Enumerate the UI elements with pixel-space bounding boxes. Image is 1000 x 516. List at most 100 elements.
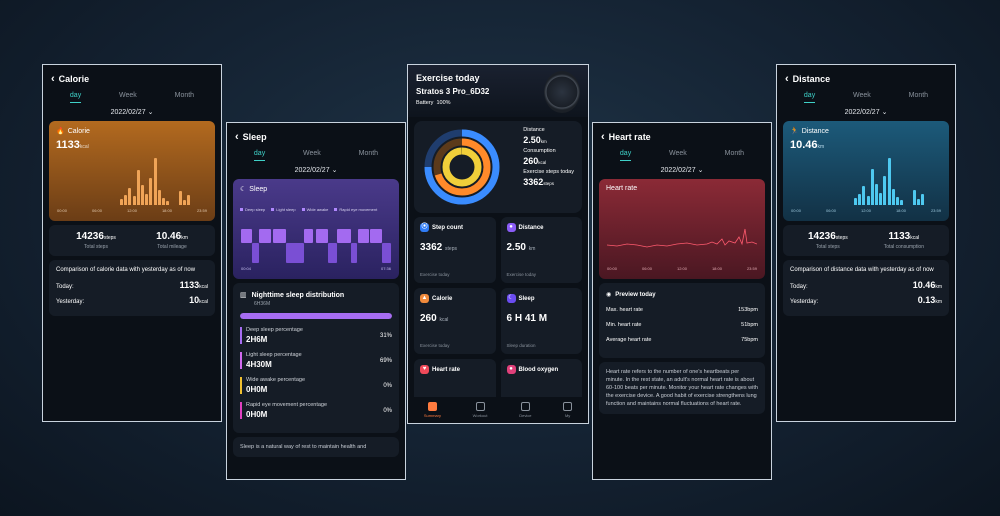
flame-icon: ▲	[420, 294, 429, 303]
exercise-title: Exercise today	[416, 73, 480, 83]
calorie-total: 1133kcal	[56, 139, 89, 151]
distance-screen: ‹ Distance day Week Month 2022/02/27 ⌄ 🏃…	[776, 64, 956, 422]
chart-label: Calorie	[67, 127, 90, 135]
distance-comparison: Comparison of distance data with yesterd…	[783, 260, 949, 316]
heart-rate-screen: ‹ Heart rate day Week Month 2022/02/27 ⌄…	[592, 122, 772, 480]
distance-stats: 14236steps Total steps 1133kcal Total co…	[783, 225, 949, 256]
max-heart-rate-row: Max. heart rate 153bpm	[606, 307, 758, 313]
today-row: Today: 1133kcal	[56, 280, 208, 290]
total-steps-stat: 14236steps Total steps	[807, 231, 848, 250]
tile-sleep[interactable]: ☾ Sleep 6 H 41 M Sleep duration	[500, 288, 582, 354]
flame-icon: 🔥	[56, 128, 65, 135]
calorie-comparison: Comparison of calorie data with yesterda…	[49, 260, 215, 316]
chevron-down-icon: ⌄	[881, 109, 888, 116]
sleep-legend: Deep sleep Light sleep Wide awake Rapid eye…	[240, 207, 392, 212]
total-mileage-stat: 10.46km Total mileage	[156, 231, 188, 250]
tab-day[interactable]: day	[619, 150, 632, 161]
calorie-screen: ‹ Calorie day Week Month 2022/02/27 ⌄ 🔥 C…	[42, 64, 222, 422]
nav-summary[interactable]: Summary	[424, 402, 441, 418]
heart-preview: ◉ Preview today Max. heart rate 153bpm Min…	[599, 283, 765, 358]
sleep-row-awake: Wide awake percentage 0H0M 0%	[240, 377, 392, 394]
calorie-stats: 14236steps Total steps 10.46km Total mil…	[49, 225, 215, 256]
location-icon: ●	[506, 223, 516, 232]
moon-icon: ☾	[240, 186, 247, 193]
activity-rings	[424, 129, 500, 205]
footprint-icon: ⦿	[420, 223, 429, 232]
chart-axis: 00:00 06:00 12:00 18:00 23:59	[57, 208, 207, 213]
droplet-icon: ●	[506, 365, 516, 374]
back-chevron-icon[interactable]: ‹	[235, 130, 239, 143]
tab-day[interactable]: day	[69, 92, 82, 103]
heart-rate-line	[607, 228, 757, 248]
back-chevron-icon[interactable]: ‹	[51, 72, 55, 85]
tab-week[interactable]: Week	[853, 92, 871, 99]
sleep-note: Sleep is a natural way of rest to mainta…	[233, 437, 399, 457]
watch-image	[544, 71, 580, 113]
sleep-progress	[240, 313, 392, 319]
avg-heart-rate-row: Average heart rate 75bpm	[606, 337, 758, 343]
battery-status: Battery 100%	[416, 100, 451, 106]
ring-stats: Distance 2.50km Consumption 260kcal Exerci…	[523, 127, 574, 187]
calorie-header: ‹ Calorie	[43, 65, 221, 88]
yesterday-row: Yesterday: 0.13km	[790, 295, 942, 305]
chevron-down-icon: ⌄	[331, 167, 338, 174]
period-tabs: day Week Month	[227, 146, 405, 161]
back-chevron-icon[interactable]: ‹	[785, 72, 789, 85]
activity-rings-card[interactable]: Distance 2.50km Consumption 260kcal Exerci…	[414, 121, 582, 213]
sleep-row-rem: Rapid eye movement percentage 0H0M 0%	[240, 402, 392, 419]
date-selector[interactable]: 2022/02/27 ⌄	[660, 167, 704, 174]
sleep-chart: ☾ Sleep Deep sleep Light sleep Wide awake Ra…	[233, 179, 399, 279]
moon-icon: ☾	[506, 294, 516, 303]
date-selector[interactable]: 2022/02/27 ⌄	[294, 167, 338, 174]
bottom-nav: Summary Workout Device My	[408, 397, 588, 423]
watch-icon	[520, 402, 530, 411]
eye-icon: ◉	[606, 292, 612, 298]
total-consumption-stat: 1133kcal Total consumption	[883, 231, 924, 250]
period-tabs: day Week Month	[593, 146, 771, 161]
summary-screen: Exercise today Stratos 3 Pro_6D32 Batter…	[407, 64, 589, 424]
tile-calorie[interactable]: ▲ Calorie 260 kcal Exercise today	[414, 288, 496, 354]
tab-week[interactable]: Week	[303, 150, 321, 157]
nav-workout[interactable]: Workout	[473, 402, 488, 418]
tab-month[interactable]: Month	[358, 150, 379, 157]
today-row: Today: 10.46km	[790, 280, 942, 290]
heart-rate-chart: Heart rate 00:00 06:00 12:00 18:00 23:59	[599, 179, 765, 279]
chart-axis: 00:04 07:36	[241, 266, 391, 271]
running-icon: 🏃	[790, 128, 799, 135]
period-tabs: day Week Month	[43, 88, 221, 103]
sleep-row-deep: Deep sleep percentage 2H6M 31%	[240, 327, 392, 344]
tab-day[interactable]: day	[803, 92, 816, 103]
back-chevron-icon[interactable]: ‹	[601, 130, 605, 143]
summary-header: Exercise today Stratos 3 Pro_6D32 Batter…	[408, 65, 588, 117]
tab-week[interactable]: Week	[669, 150, 687, 157]
summary-tiles: ⦿ Step count 3362 steps Exercise today ● D…	[414, 217, 582, 423]
tab-month[interactable]: Month	[908, 92, 929, 99]
calorie-chart: 🔥 Calorie 1133kcal 00:00 06:00 12:00 18:00 23…	[49, 121, 215, 221]
workout-icon	[475, 402, 485, 411]
tile-step-count[interactable]: ⦿ Step count 3362 steps Exercise today	[414, 217, 496, 283]
nav-my[interactable]: My	[563, 402, 573, 418]
sleep-row-light: Light sleep percentage 4H30M 69%	[240, 352, 392, 369]
comparison-title: Comparison of calorie data with yesterda…	[56, 267, 196, 273]
tile-distance[interactable]: ● Distance 2.50 km Exercise today	[500, 217, 582, 283]
tab-month[interactable]: Month	[724, 150, 745, 157]
heart-header: ‹ Heart rate	[601, 130, 651, 143]
tab-month[interactable]: Month	[174, 92, 195, 99]
sleep-title: Sleep	[242, 132, 267, 142]
summary-icon	[427, 402, 437, 411]
bar-chart-icon: ▥	[240, 292, 247, 299]
device-model: Stratos 3 Pro_6D32	[416, 87, 490, 96]
tab-week[interactable]: Week	[119, 92, 137, 99]
calorie-bars	[57, 155, 207, 205]
nav-device[interactable]: Device	[519, 402, 531, 418]
sleep-blocks	[241, 229, 391, 263]
sleep-distribution: ▥ Nighttime sleep distribution 6H36M Deep…	[233, 283, 399, 433]
date-selector[interactable]: 2022/02/27 ⌄	[43, 108, 221, 116]
chevron-down-icon: ⌄	[697, 167, 704, 174]
period-tabs: day Week Month	[777, 88, 955, 103]
sleep-screen: ‹ Sleep day Week Month 2022/02/27 ⌄ ☾ Sle…	[226, 122, 406, 480]
distance-bars	[791, 155, 941, 205]
date-selector[interactable]: 2022/02/27 ⌄	[844, 109, 888, 116]
tab-day[interactable]: day	[253, 150, 266, 161]
min-heart-rate-row: Min. heart rate 51bpm	[606, 322, 758, 328]
